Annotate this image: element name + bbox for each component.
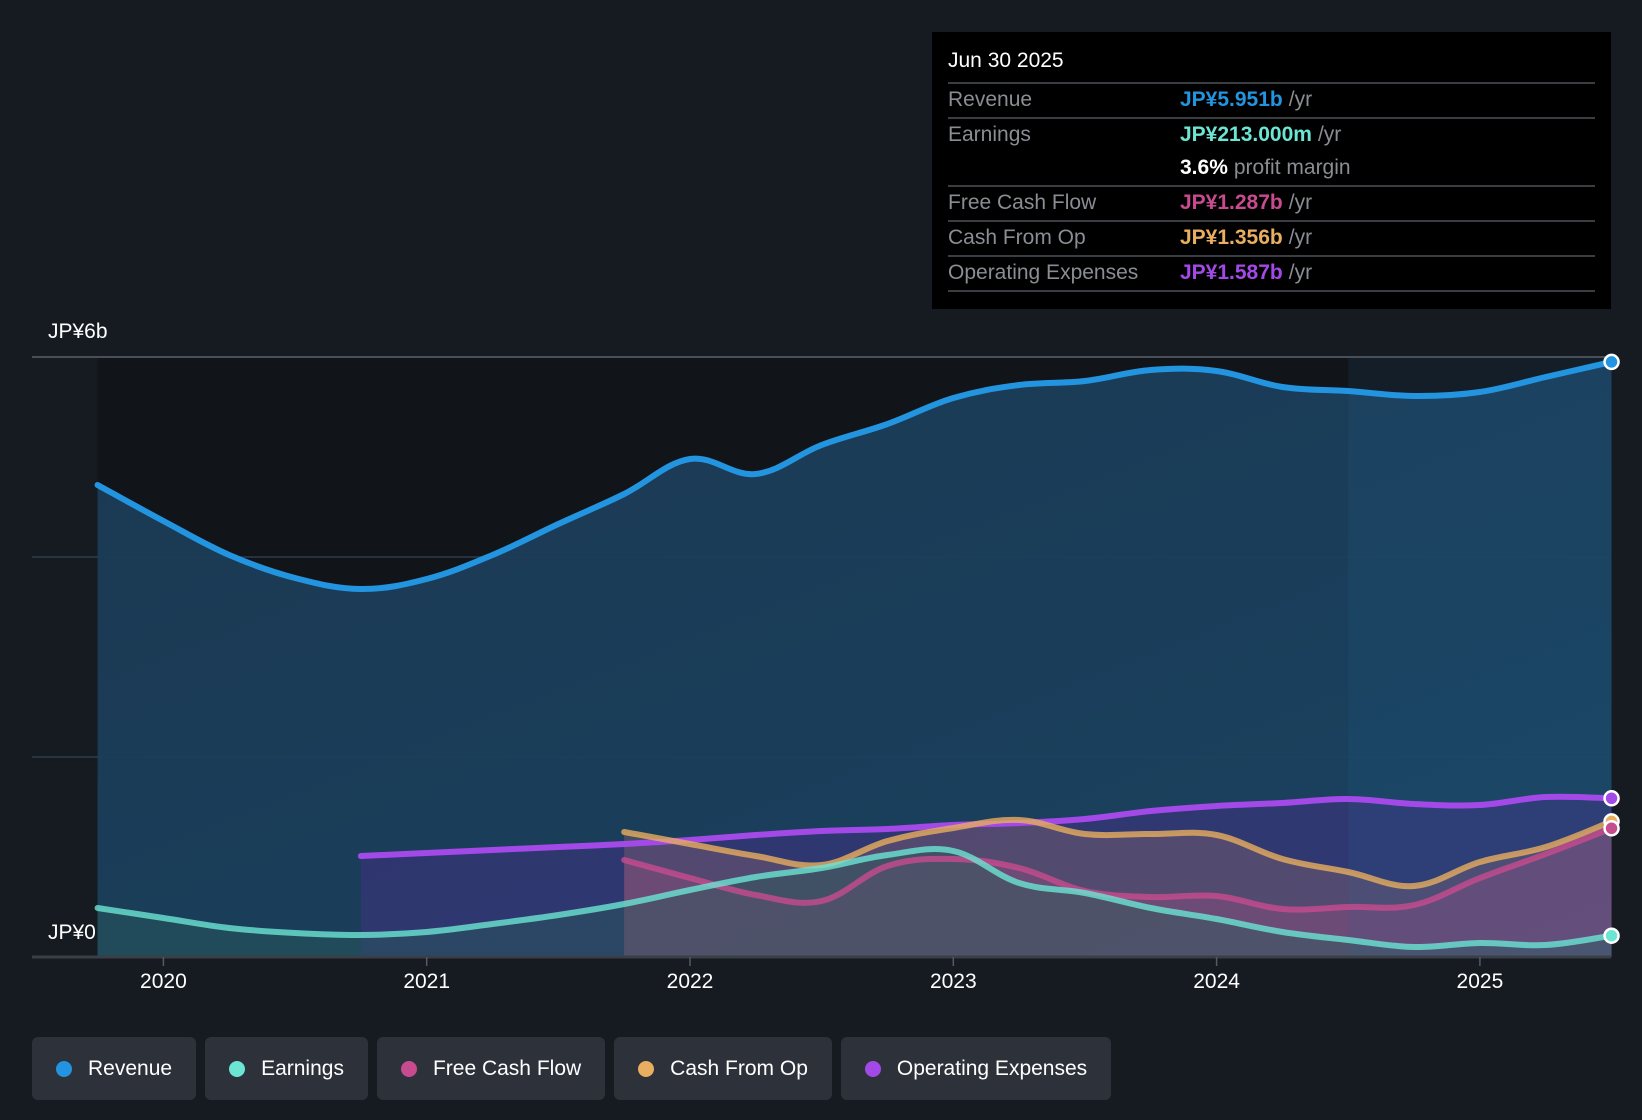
- tooltip-row: 3.6% profit margin: [948, 152, 1595, 187]
- x-tick-label: 2024: [1193, 970, 1240, 993]
- tooltip-rows: Revenue JP¥5.951b/yr Earnings JP¥213.000m/y…: [948, 84, 1595, 292]
- legend-dot-icon: [56, 1060, 72, 1077]
- legend: Revenue Earnings Free Cash Flow Cash From O…: [32, 1037, 1112, 1100]
- series-areas: [97, 361, 1612, 957]
- x-tick-label: 2021: [403, 970, 451, 993]
- legend-dot-icon: [400, 1060, 417, 1077]
- tooltip-label: Cash From Op: [948, 226, 1086, 249]
- legend-label: Cash From Op: [670, 1056, 808, 1080]
- tooltip-label: Operating Expenses: [948, 261, 1139, 284]
- tooltip-unit: profit margin: [1233, 156, 1351, 179]
- tooltip-value: JP¥5.951b: [1180, 88, 1283, 111]
- tooltip-row: Revenue JP¥5.951b/yr: [948, 84, 1595, 119]
- legend-label: Earnings: [261, 1056, 344, 1080]
- x-axis: [32, 955, 1611, 966]
- tooltip-value: JP¥1.287b: [1180, 191, 1283, 214]
- legend-item-free-cash-flow[interactable]: Free Cash Flow: [376, 1037, 606, 1100]
- revenue-area: [97, 361, 1612, 957]
- earnings-endpoint-dot: [1603, 927, 1620, 944]
- tooltip-row: Cash From Op JP¥1.356b/yr: [948, 222, 1595, 257]
- tooltip-unit: /yr: [1288, 226, 1313, 249]
- highlight-band: [1348, 357, 1611, 957]
- operating-expenses-area: [360, 796, 1612, 957]
- revenue-line: [94, 358, 1615, 593]
- tooltip-unit: /yr: [1317, 123, 1342, 146]
- x-tick-label: 2025: [1456, 970, 1504, 993]
- legend-item-cash-from-op[interactable]: Cash From Op: [614, 1037, 832, 1100]
- tooltip-label: [948, 152, 1180, 185]
- tooltip: Jun 30 2025 Revenue JP¥5.951b/yr Earnings J…: [932, 32, 1611, 309]
- tooltip-value: JP¥213.000m: [1180, 123, 1312, 146]
- y-tick-label-top: JP¥6b: [48, 320, 108, 343]
- legend-item-earnings[interactable]: Earnings: [205, 1037, 368, 1100]
- free-cash-flow-endpoint-dot: [1603, 820, 1620, 837]
- tooltip-date: Jun 30 2025: [948, 46, 1595, 84]
- tooltip-unit: /yr: [1288, 88, 1313, 111]
- cash-from-op-line: [621, 816, 1615, 890]
- tooltip-row: Free Cash Flow JP¥1.287b/yr: [948, 187, 1595, 222]
- tooltip-value: JP¥1.587b: [1180, 261, 1283, 284]
- x-tick-label: 2022: [666, 970, 714, 993]
- legend-item-revenue[interactable]: Revenue: [32, 1037, 197, 1100]
- tooltip-label: Earnings: [948, 123, 1031, 146]
- legend-label: Free Cash Flow: [432, 1056, 582, 1080]
- tooltip-value: JP¥1.356b: [1180, 226, 1283, 249]
- x-tick-label: 2020: [140, 970, 187, 993]
- free-cash-flow-line: [621, 825, 1615, 913]
- tooltip-unit: /yr: [1288, 191, 1313, 214]
- tooltip-row: Operating Expenses JP¥1.587b/yr: [948, 257, 1595, 292]
- earnings-area: [97, 849, 1612, 957]
- operating-expenses-endpoint-dot: [1603, 790, 1620, 807]
- free-cash-flow-area: [624, 828, 1612, 957]
- y-tick-label-zero: JP¥0: [48, 921, 96, 944]
- legend-dot-icon: [864, 1060, 881, 1077]
- cash-from-op-area: [624, 819, 1612, 957]
- series-lines: [94, 358, 1615, 951]
- legend-label: Revenue: [88, 1056, 173, 1080]
- revenue-endpoint-dot: [1603, 353, 1620, 371]
- endpoint-markers: [1603, 353, 1620, 944]
- legend-item-operating-expenses[interactable]: Operating Expenses: [840, 1037, 1112, 1100]
- tooltip-unit: /yr: [1288, 261, 1313, 284]
- tooltip-value: 3.6%: [1180, 156, 1228, 179]
- legend-dot-icon: [638, 1060, 655, 1077]
- legend-label: Operating Expenses: [896, 1056, 1088, 1080]
- x-tick-label: 2023: [929, 970, 977, 993]
- legend-dot-icon: [229, 1060, 246, 1077]
- tooltip-label: Revenue: [948, 88, 1033, 111]
- earnings-line: [94, 846, 1615, 951]
- tooltip-row: Earnings JP¥213.000m/yr: [948, 119, 1595, 152]
- tooltip-label: Free Cash Flow: [948, 191, 1097, 214]
